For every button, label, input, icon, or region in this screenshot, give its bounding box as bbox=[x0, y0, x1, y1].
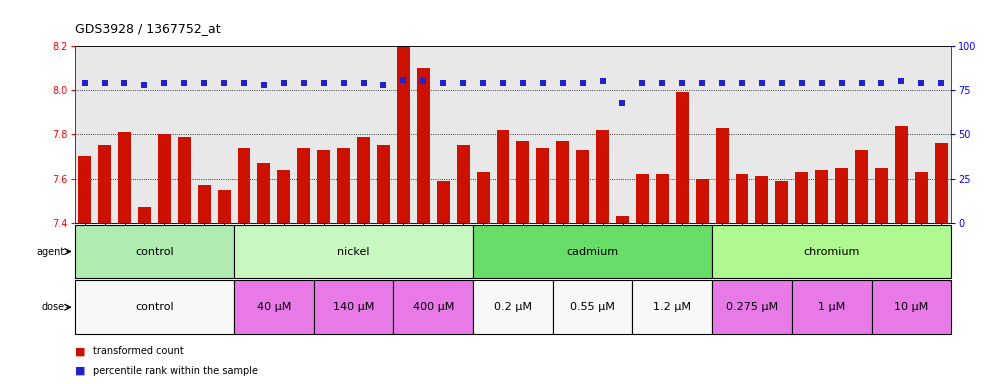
Bar bbox=[536, 147, 549, 223]
Bar bbox=[934, 143, 947, 223]
Bar bbox=[556, 141, 569, 223]
Bar bbox=[197, 185, 210, 223]
Text: 400 μM: 400 μM bbox=[412, 302, 454, 312]
Bar bbox=[655, 174, 668, 223]
Bar bbox=[476, 172, 489, 223]
Text: 0.275 μM: 0.275 μM bbox=[726, 302, 778, 312]
Bar bbox=[237, 147, 250, 223]
Bar bbox=[257, 163, 270, 223]
Text: 140 μM: 140 μM bbox=[333, 302, 374, 312]
Bar bbox=[835, 167, 848, 223]
Bar bbox=[234, 225, 473, 278]
Bar bbox=[596, 130, 609, 223]
Bar bbox=[872, 280, 951, 334]
Text: nickel: nickel bbox=[338, 247, 370, 257]
Bar bbox=[914, 172, 927, 223]
Bar bbox=[118, 132, 130, 223]
Bar bbox=[792, 280, 872, 334]
Bar bbox=[815, 170, 828, 223]
Text: ■: ■ bbox=[75, 346, 86, 356]
Bar bbox=[795, 172, 808, 223]
Text: dose: dose bbox=[41, 302, 64, 312]
Bar bbox=[712, 280, 792, 334]
Bar bbox=[712, 225, 951, 278]
Bar bbox=[874, 167, 887, 223]
Bar bbox=[376, 146, 389, 223]
Text: transformed count: transformed count bbox=[93, 346, 183, 356]
Text: control: control bbox=[135, 247, 173, 257]
Bar bbox=[715, 128, 729, 223]
Bar bbox=[78, 157, 91, 223]
Bar bbox=[456, 146, 469, 223]
Text: GDS3928 / 1367752_at: GDS3928 / 1367752_at bbox=[75, 22, 220, 35]
Text: 0.55 μM: 0.55 μM bbox=[570, 302, 616, 312]
Bar bbox=[314, 280, 393, 334]
Bar bbox=[473, 225, 712, 278]
Text: percentile rank within the sample: percentile rank within the sample bbox=[93, 366, 258, 376]
Text: ■: ■ bbox=[75, 366, 86, 376]
Text: 0.2 μM: 0.2 μM bbox=[494, 302, 532, 312]
Bar bbox=[357, 137, 371, 223]
Bar bbox=[177, 137, 191, 223]
Bar bbox=[75, 225, 234, 278]
Bar bbox=[894, 126, 907, 223]
Bar bbox=[337, 147, 350, 223]
Bar bbox=[217, 190, 230, 223]
Bar bbox=[675, 93, 688, 223]
Text: 10 μM: 10 μM bbox=[894, 302, 928, 312]
Bar bbox=[755, 176, 768, 223]
Bar bbox=[516, 141, 529, 223]
Bar bbox=[317, 150, 330, 223]
Bar bbox=[137, 207, 151, 223]
Bar bbox=[735, 174, 748, 223]
Bar bbox=[75, 280, 234, 334]
Bar bbox=[416, 68, 429, 223]
Bar bbox=[234, 280, 314, 334]
Bar bbox=[277, 170, 290, 223]
Bar bbox=[553, 280, 632, 334]
Text: 1.2 μM: 1.2 μM bbox=[653, 302, 691, 312]
Bar bbox=[393, 280, 473, 334]
Bar bbox=[695, 179, 708, 223]
Bar bbox=[576, 150, 589, 223]
Text: 40 μM: 40 μM bbox=[257, 302, 291, 312]
Bar bbox=[616, 216, 628, 223]
Bar bbox=[632, 280, 712, 334]
Text: control: control bbox=[135, 302, 173, 312]
Text: 1 μM: 1 μM bbox=[818, 302, 846, 312]
Text: cadmium: cadmium bbox=[567, 247, 619, 257]
Bar bbox=[775, 181, 788, 223]
Bar bbox=[396, 46, 409, 223]
Bar bbox=[496, 130, 509, 223]
Bar bbox=[297, 147, 310, 223]
Bar bbox=[98, 146, 111, 223]
Bar bbox=[436, 181, 449, 223]
Text: chromium: chromium bbox=[804, 247, 860, 257]
Text: agent: agent bbox=[36, 247, 64, 257]
Bar bbox=[855, 150, 868, 223]
Bar bbox=[157, 134, 171, 223]
Bar bbox=[473, 280, 553, 334]
Bar bbox=[635, 174, 648, 223]
